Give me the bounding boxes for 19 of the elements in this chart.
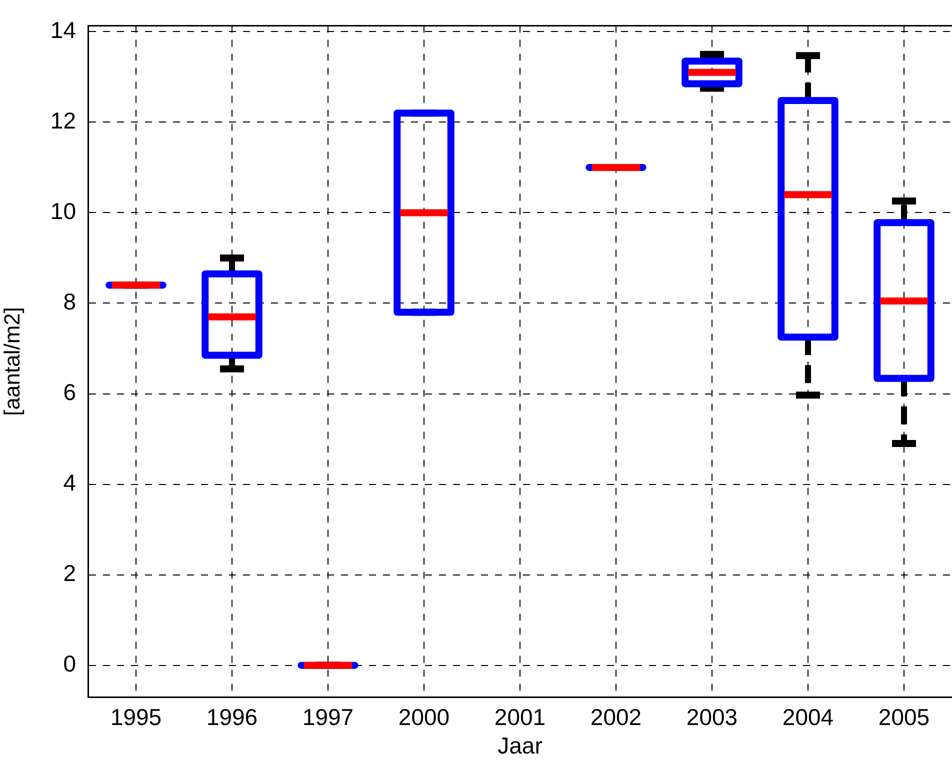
x-axis-title: Jaar — [498, 732, 543, 759]
x-tick-label: 2005 — [878, 704, 930, 730]
y-tick-label: 6 — [63, 379, 76, 406]
y-tick-label: 4 — [63, 470, 76, 496]
x-tick-label: 2000 — [398, 704, 450, 730]
x-tick-label: 1995 — [110, 704, 162, 730]
x-tick-label: 2001 — [494, 704, 546, 730]
y-tick-label: 8 — [63, 288, 76, 315]
y-tick-label: 2 — [63, 560, 76, 586]
y-axis-title: [aantal/m2] — [0, 306, 24, 416]
y-tick-label: 12 — [50, 108, 76, 134]
y-tick-label: 14 — [50, 17, 76, 44]
x-tick-label: 1997 — [302, 704, 354, 730]
x-tick-label: 2004 — [782, 704, 834, 730]
x-tick-label: 2002 — [590, 704, 642, 730]
y-tick-label: 0 — [63, 650, 76, 677]
x-tick-label: 2003 — [686, 704, 738, 730]
x-tick-label: 1996 — [206, 704, 258, 730]
y-tick-label: 10 — [50, 198, 76, 224]
